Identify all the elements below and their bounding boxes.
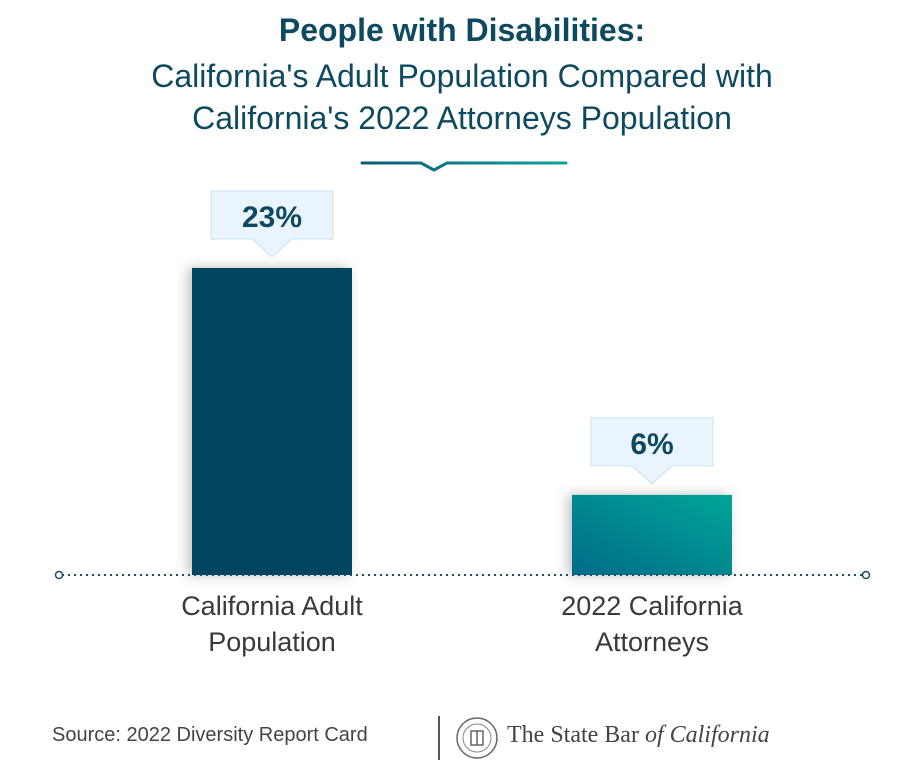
data-label-1: 23%: [242, 201, 302, 234]
data-label-box-1: [210, 190, 334, 258]
axis-start-dot: [54, 570, 64, 580]
footer-divider: [438, 716, 440, 760]
bar-1: [192, 267, 352, 575]
source-text: Source: 2022 Diversity Report Card: [52, 724, 368, 746]
chart-subtitle-line1: California's Adult Population Compared w…: [151, 58, 773, 94]
axis-end-dot: [861, 570, 871, 580]
state-bar-logo-text: The State Bar of California: [507, 722, 770, 748]
chart-subtitle-line2: California's 2022 Attorneys Population: [192, 100, 732, 136]
title-divider: [360, 161, 568, 172]
state-bar-seal-icon: [456, 717, 498, 759]
x-tick-label-2: 2022 California Attorneys: [561, 591, 743, 657]
chart-title: People with Disabilities:: [278, 12, 646, 48]
data-label-2: 6%: [630, 428, 673, 461]
x-tick-label-1: California Adult Population: [181, 591, 363, 657]
bar-2: [572, 494, 732, 575]
data-label-box-2: [590, 417, 714, 485]
